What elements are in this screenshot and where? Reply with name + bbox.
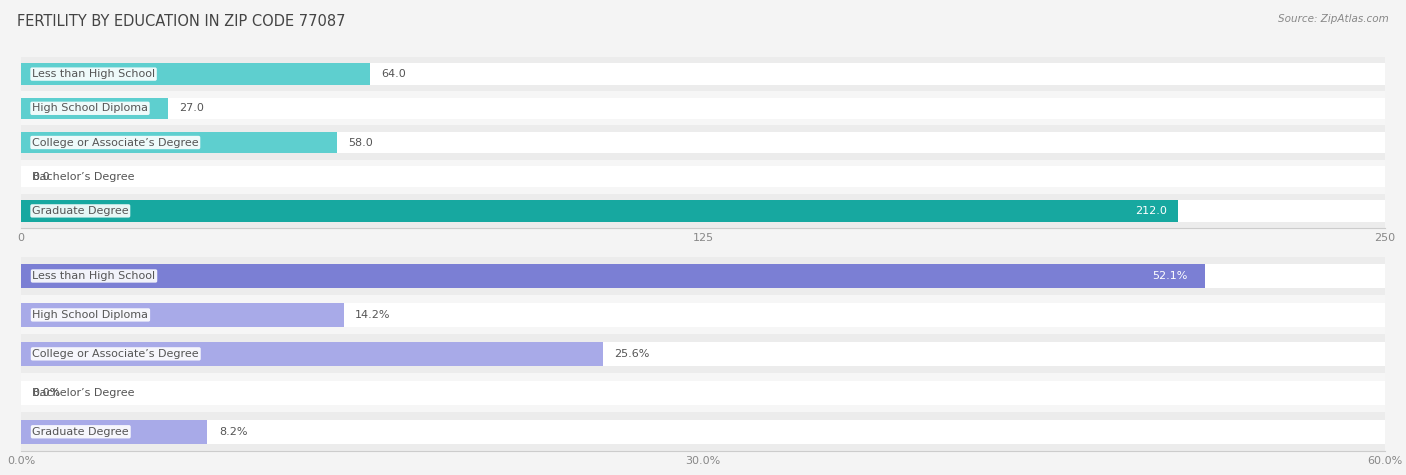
Bar xyxy=(21,200,1178,221)
Text: Less than High School: Less than High School xyxy=(32,271,156,281)
Bar xyxy=(21,91,1385,125)
Bar xyxy=(21,264,1385,288)
Bar xyxy=(21,295,1385,334)
Text: 58.0: 58.0 xyxy=(349,137,373,148)
Text: FERTILITY BY EDUCATION IN ZIP CODE 77087: FERTILITY BY EDUCATION IN ZIP CODE 77087 xyxy=(17,14,346,29)
Text: 212.0: 212.0 xyxy=(1135,206,1167,216)
Text: 64.0: 64.0 xyxy=(381,69,406,79)
Text: Bachelor’s Degree: Bachelor’s Degree xyxy=(32,171,135,182)
Bar xyxy=(21,132,337,153)
Text: High School Diploma: High School Diploma xyxy=(32,103,148,114)
Text: College or Associate’s Degree: College or Associate’s Degree xyxy=(32,137,198,148)
Text: Graduate Degree: Graduate Degree xyxy=(32,427,129,437)
Bar xyxy=(21,132,1385,153)
Text: High School Diploma: High School Diploma xyxy=(32,310,149,320)
Bar xyxy=(21,64,370,85)
Bar xyxy=(21,125,1385,160)
Text: 52.1%: 52.1% xyxy=(1152,271,1187,281)
Bar xyxy=(21,64,1385,85)
Bar xyxy=(21,57,1385,91)
Bar xyxy=(21,166,1385,187)
Text: Less than High School: Less than High School xyxy=(32,69,155,79)
Text: College or Associate’s Degree: College or Associate’s Degree xyxy=(32,349,200,359)
Bar xyxy=(21,373,1385,412)
Bar xyxy=(21,342,1385,366)
Text: 14.2%: 14.2% xyxy=(356,310,391,320)
Bar xyxy=(21,194,1385,228)
Bar xyxy=(21,98,169,119)
Bar xyxy=(21,412,1385,451)
Bar xyxy=(21,334,1385,373)
Bar xyxy=(21,303,1385,327)
Bar xyxy=(21,420,1385,444)
Text: Graduate Degree: Graduate Degree xyxy=(32,206,128,216)
Bar xyxy=(21,160,1385,194)
Bar xyxy=(21,342,603,366)
Text: 8.2%: 8.2% xyxy=(219,427,247,437)
Text: 0.0%: 0.0% xyxy=(32,388,60,398)
Bar xyxy=(21,256,1385,295)
Text: 0.0: 0.0 xyxy=(32,171,49,182)
Bar xyxy=(21,420,208,444)
Text: 25.6%: 25.6% xyxy=(614,349,650,359)
Bar xyxy=(21,200,1385,221)
Bar xyxy=(21,264,1205,288)
Text: Bachelor’s Degree: Bachelor’s Degree xyxy=(32,388,135,398)
Text: 27.0: 27.0 xyxy=(180,103,204,114)
Bar xyxy=(21,303,344,327)
Bar xyxy=(21,381,1385,405)
Text: Source: ZipAtlas.com: Source: ZipAtlas.com xyxy=(1278,14,1389,24)
Bar xyxy=(21,98,1385,119)
